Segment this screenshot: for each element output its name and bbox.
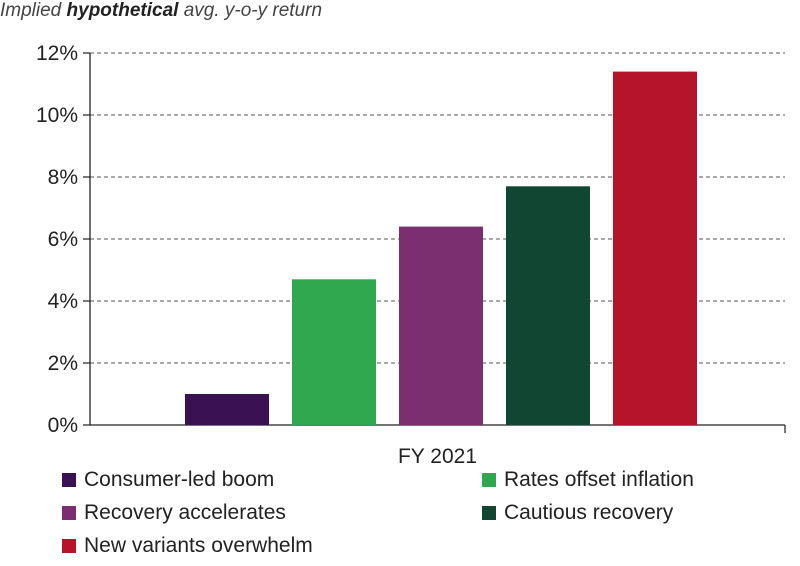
legend-item: Rates offset inflation	[482, 468, 694, 492]
legend-swatch	[62, 539, 76, 553]
legend-item: Recovery accelerates	[62, 501, 286, 525]
legend-label: Cautious recovery	[504, 501, 674, 524]
y-tick-label: 0%	[48, 414, 78, 437]
bar-2	[292, 279, 376, 425]
legend-label: Consumer-led boom	[84, 468, 275, 491]
y-tick-label: 2%	[48, 352, 78, 375]
x-category-label: FY 2021	[398, 445, 477, 466]
legend-label: Rates offset inflation	[504, 468, 694, 491]
legend-label: Recovery accelerates	[84, 501, 286, 524]
title-prefix: Implied	[0, 0, 67, 21]
legend-item: New variants overwhelm	[62, 534, 313, 558]
bar-1	[185, 394, 269, 425]
bar-4	[506, 186, 590, 425]
y-tick-label: 12%	[36, 42, 78, 65]
legend-item: Cautious recovery	[482, 501, 673, 525]
legend-swatch	[482, 506, 496, 520]
legend-label: New variants overwhelm	[84, 534, 313, 557]
y-tick-label: 10%	[36, 104, 78, 127]
legend-swatch	[482, 473, 496, 487]
legend-item: Consumer-led boom	[62, 468, 274, 492]
legend-swatch	[62, 473, 76, 487]
title-emphasis: hypothetical	[66, 0, 179, 21]
bar-chart: 0% 2% 4% 6% 8% 10% 12% FY 2021	[36, 42, 786, 466]
legend-swatch	[62, 506, 76, 520]
bar-3	[399, 226, 483, 425]
title-suffix: avg. y-o-y return	[178, 0, 323, 21]
y-tick-label: 6%	[48, 228, 78, 251]
bar-5	[613, 71, 697, 425]
y-tick-label: 4%	[48, 290, 78, 313]
chart-title: Implied hypothetical avg. y-o-y return	[0, 0, 322, 22]
y-tick-label: 8%	[48, 166, 78, 189]
